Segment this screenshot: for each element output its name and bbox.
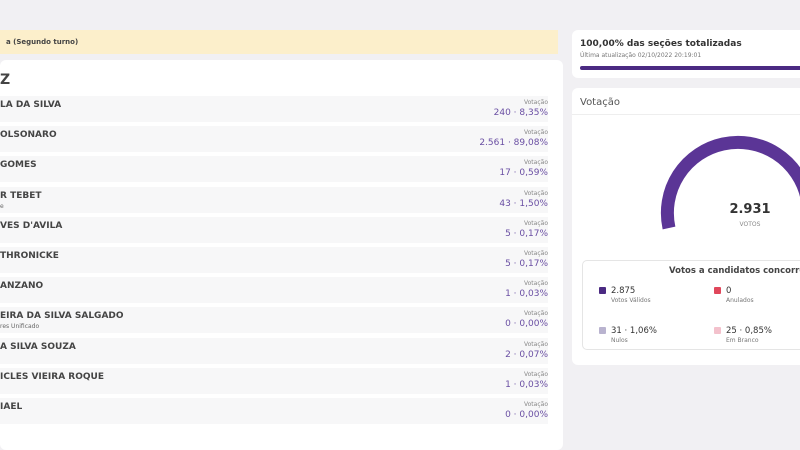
candidate-row: R TEBET e Votação 43 · 1,50% (0, 186, 548, 213)
candidates-card: Z LA DA SILVA Votação 240 · 8,35% OLSONARO V… (0, 60, 563, 450)
candidate-party: e (0, 202, 4, 210)
candidate-name: ICLES VIEIRA ROQUE (0, 371, 104, 382)
divider (572, 114, 800, 115)
votes-title: Votação (580, 97, 620, 108)
gauge (660, 135, 800, 230)
candidate-row: LA DA SILVA Votação 240 · 8,35% (0, 96, 548, 122)
candidate-name: EIRA DA SILVA SALGADO (0, 311, 124, 322)
legend-swatch (714, 287, 721, 294)
vote-value: 240 · 8,35% (493, 108, 548, 118)
item-value: 31 · 1,06% (611, 326, 657, 336)
vote-value: 43 · 1,50% (499, 198, 548, 209)
item-value: 2.875 (611, 286, 636, 296)
vote-value: 5 · 0,17% (505, 259, 548, 269)
progress-bar (580, 66, 800, 70)
candidate-name: THRONICKE (0, 251, 59, 261)
vote-value: 2.561 · 89,08% (479, 138, 548, 149)
vote-value: 0 · 0,00% (505, 410, 548, 420)
vote-label: Votação (524, 99, 548, 106)
candidate-name: LA DA SILVA (0, 100, 62, 110)
box-title: Votos a candidatos concorrentes (669, 266, 800, 276)
candidate-row: THRONICKE Votação 5 · 0,17% (0, 247, 548, 273)
candidate-row: VES D'AVILA Votação 5 · 0,17% (0, 216, 548, 243)
candidate-party: res Unificado (0, 323, 40, 331)
vote-label: Votação (524, 340, 548, 348)
candidate-name: VES D'AVILA (0, 220, 63, 231)
vote-value: 2 · 0,07% (505, 349, 548, 360)
candidate-name: OLSONARO (0, 130, 57, 141)
vote-label: Votação (524, 129, 548, 137)
vote-value: 5 · 0,17% (505, 228, 548, 239)
candidate-name: GOMES (0, 160, 37, 171)
vote-label: Votação (524, 310, 548, 318)
vote-label: Votação (524, 401, 548, 408)
gauge-arc (660, 135, 800, 230)
vote-value: 1 · 0,03% (505, 379, 548, 390)
candidate-name: ANZANO (0, 281, 44, 292)
candidate-row: A SILVA SOUZA Votação 2 · 0,07% (0, 337, 548, 364)
item-value: 25 · 0,85% (726, 326, 772, 336)
banner: a (Segundo turno) (0, 30, 558, 54)
item-label: Nulos (611, 337, 628, 344)
candidate-row: ANZANO Votação 1 · 0,03% (0, 277, 548, 304)
legend-swatch (599, 327, 606, 334)
candidate-row: OLSONARO Votação 2.561 · 89,08% (0, 126, 548, 153)
vote-value: 1 · 0,03% (505, 289, 548, 300)
candidate-row: ICLES VIEIRA ROQUE Votação 1 · 0,03% (0, 367, 548, 394)
vote-value: 0 · 0,00% (505, 319, 548, 330)
vote-label: Votação (524, 189, 548, 197)
status-card: 100,00% das seções totalizadas Última at… (572, 30, 800, 78)
candidate-name: IAEL (0, 402, 23, 412)
candidate-row: EIRA DA SILVA SALGADO res Unificado Votaçã… (0, 307, 548, 334)
status-updated: Última atualização 02/10/2022 20:19:01 (580, 52, 702, 59)
box: Votos a candidatos concorrentes 2.875Vot… (582, 260, 800, 350)
candidate-name: R TEBET (0, 190, 42, 201)
item-value: 0 (726, 286, 732, 296)
status-title: 100,00% das seções totalizadas (580, 39, 742, 49)
item-label: Anulados (726, 297, 754, 304)
vote-label: Votação (524, 250, 548, 257)
total: 2.931 (729, 202, 771, 217)
vote-value: 17 · 0,59% (499, 168, 548, 179)
candidate-name: A SILVA SOUZA (0, 341, 76, 352)
list-title: Z (0, 72, 11, 88)
vote-label: Votação (524, 219, 548, 227)
item-label: Em Branco (726, 337, 759, 344)
item-label: Votos Válidos (611, 297, 651, 304)
vote-label: Votação (524, 280, 548, 288)
vote-label: Votação (524, 159, 548, 167)
legend-swatch (599, 287, 606, 294)
votes-card: Votação 2.931 VOTOS Votos a candidatos c… (572, 88, 800, 365)
vote-label: Votação (524, 370, 548, 378)
total-label: VOTOS (739, 221, 761, 228)
candidate-row: IAEL Votação 0 · 0,00% (0, 398, 548, 424)
candidate-row: GOMES Votação 17 · 0,59% (0, 156, 548, 183)
legend-swatch (714, 327, 721, 334)
